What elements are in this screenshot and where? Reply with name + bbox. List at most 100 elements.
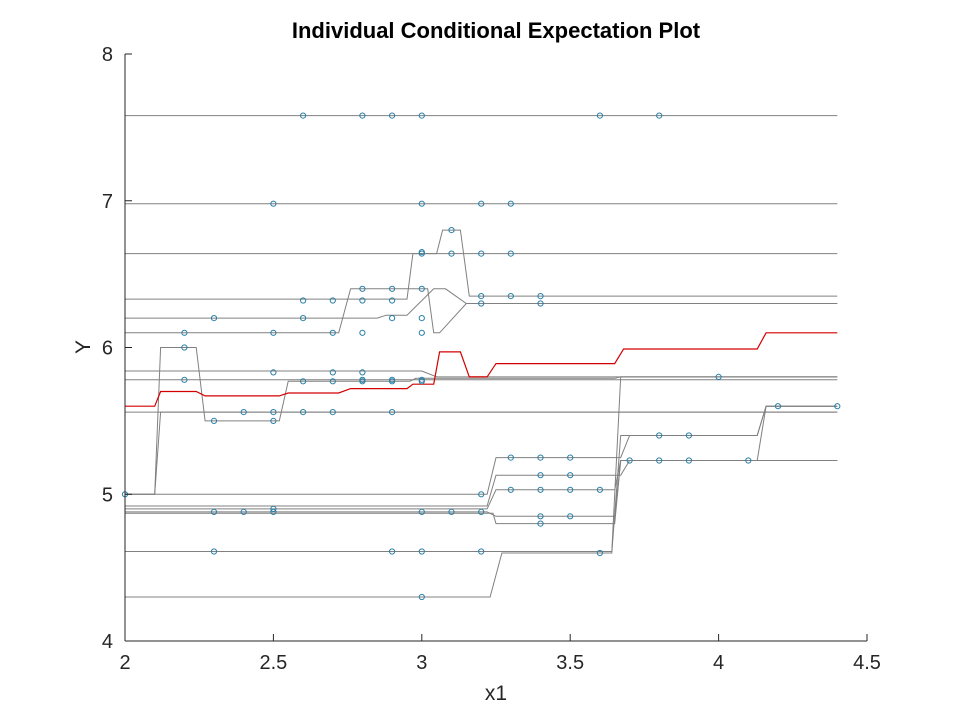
observation-marker <box>389 409 396 416</box>
observation-marker <box>685 457 693 464</box>
observation-marker <box>656 112 663 119</box>
observation-marker <box>507 293 514 300</box>
chart-title: Individual Conditional Expectation Plot <box>292 18 701 43</box>
average-line <box>125 332 838 407</box>
observation-marker <box>596 112 604 119</box>
observation-marker <box>240 508 247 515</box>
x-tick-label: 4 <box>713 652 724 674</box>
ice-line <box>125 405 838 507</box>
observation-marker <box>329 369 336 376</box>
y-tick-label: 5 <box>102 484 113 506</box>
observation-marker <box>478 491 485 498</box>
observation-marker <box>300 378 307 385</box>
observation-marker <box>300 409 307 416</box>
observation-marker <box>418 249 425 256</box>
observation-marker <box>270 200 277 207</box>
observation-marker <box>389 548 396 555</box>
observation-marker <box>507 454 514 461</box>
observation-marker <box>418 200 425 207</box>
ice-line <box>125 288 838 319</box>
ice-line <box>125 411 838 495</box>
observation-marker <box>270 508 277 515</box>
observation-marker <box>359 285 366 292</box>
x-tick-label: 4.5 <box>853 652 881 674</box>
observation-marker <box>567 472 574 479</box>
observation-marker <box>300 297 307 304</box>
observation-marker <box>210 417 218 424</box>
observation-marker <box>329 297 336 304</box>
observation-marker <box>834 403 841 410</box>
observation-marker <box>389 315 396 322</box>
ice-line <box>125 376 838 552</box>
observation-marker <box>270 329 277 336</box>
observation-marker <box>418 548 425 555</box>
observation-marker <box>537 472 544 479</box>
observation-marker <box>478 250 485 257</box>
y-tick-label: 7 <box>102 191 113 213</box>
observation-marker <box>359 112 366 119</box>
observation-marker <box>537 513 544 520</box>
observation-marker <box>181 329 188 336</box>
observation-marker <box>448 227 455 234</box>
observation-marker <box>478 300 485 307</box>
observation-marker <box>210 548 218 555</box>
observation-marker <box>418 112 425 119</box>
observation-marker <box>685 432 693 439</box>
observation-marker <box>596 549 604 557</box>
observation-marker <box>389 376 396 383</box>
observation-marker <box>656 432 663 439</box>
observation-marker <box>329 378 336 385</box>
observation-marker <box>389 112 396 119</box>
observation-marker <box>418 285 425 292</box>
observation-marker <box>478 293 485 300</box>
observation-marker <box>537 486 544 493</box>
observation-marker <box>329 329 336 336</box>
observation-marker <box>418 593 425 601</box>
observation-marker <box>359 369 366 376</box>
observation-marker <box>507 250 514 257</box>
observation-marker <box>656 457 663 464</box>
observation-marker <box>418 315 425 322</box>
observation-marker <box>359 376 366 383</box>
y-tick-label: 8 <box>102 44 113 66</box>
observation-marker <box>210 315 218 322</box>
observation-marker <box>596 486 604 493</box>
x-tick-label: 2.5 <box>259 652 287 674</box>
observation-marker <box>389 285 396 292</box>
x-tick-label: 3 <box>416 652 427 674</box>
observation-marker <box>448 250 455 257</box>
observation-marker <box>567 513 574 520</box>
observation-marker <box>240 409 247 416</box>
ice-line <box>125 288 838 334</box>
y-tick-label: 4 <box>102 631 113 653</box>
observation-marker <box>567 486 574 493</box>
observation-marker <box>537 454 544 461</box>
observation-marker <box>567 454 574 461</box>
ice-line <box>125 405 838 598</box>
x-axis-title: x1 <box>485 682 507 705</box>
observation-marker <box>300 112 307 119</box>
observation-marker <box>448 508 455 515</box>
y-axis-title: Y <box>72 340 95 354</box>
observation-marker <box>270 409 277 416</box>
markers-layer <box>121 112 841 601</box>
y-tick-label: 6 <box>102 338 113 360</box>
observation-marker <box>478 508 485 515</box>
observation-marker <box>270 505 277 512</box>
observation-marker <box>745 457 752 464</box>
observation-marker <box>359 297 366 304</box>
observation-marker <box>181 344 188 351</box>
observation-marker <box>389 297 396 304</box>
observation-marker <box>359 329 366 336</box>
observation-marker <box>507 200 514 207</box>
observation-marker <box>418 376 425 383</box>
observation-marker <box>181 376 188 383</box>
observation-marker <box>626 457 633 464</box>
observation-marker <box>537 300 544 307</box>
observation-marker <box>270 417 277 424</box>
ice-line <box>125 347 838 495</box>
observation-marker <box>329 409 336 416</box>
x-tick-label: 2 <box>119 652 130 674</box>
